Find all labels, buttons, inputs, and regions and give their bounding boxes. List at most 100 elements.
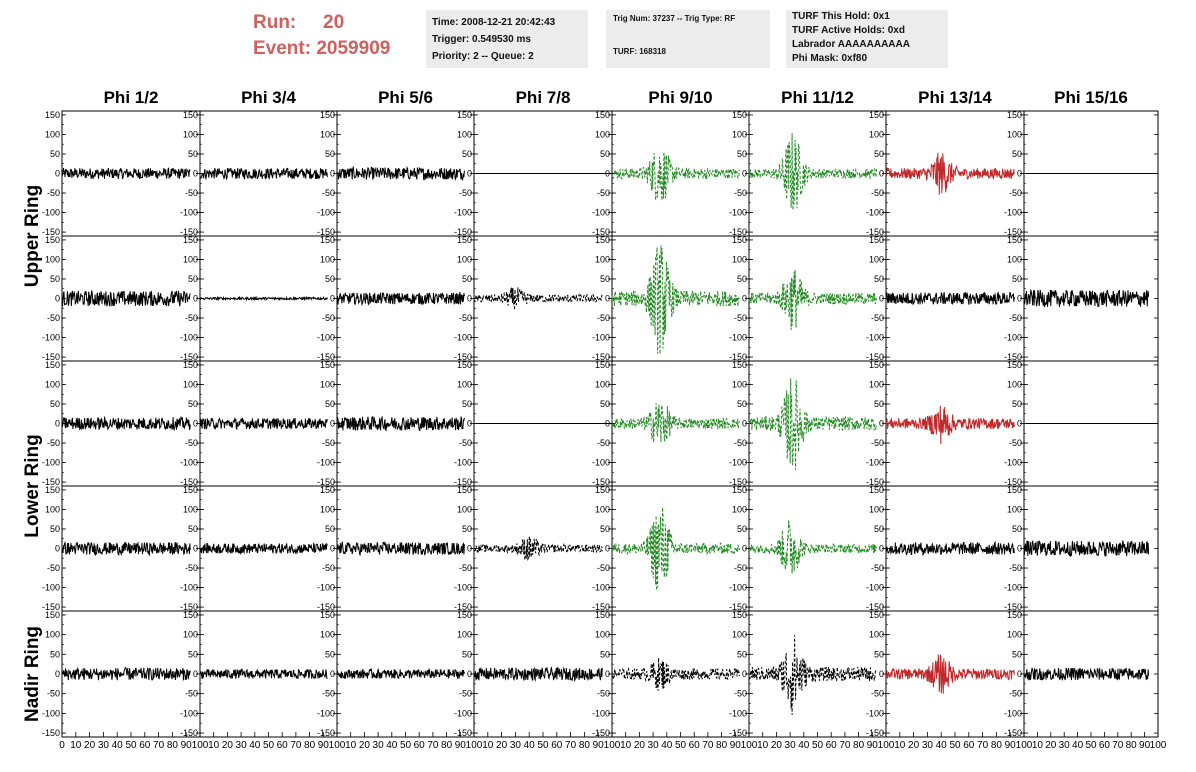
waveform-panel: -150 -100 -50 0 50 100 150 (729, 360, 887, 487)
y-tick-label: -150 (592, 602, 610, 612)
x-tick-label: 50 (812, 740, 824, 751)
waveform-panel: -150 -100 -50 0 50 100 150 (592, 485, 750, 612)
column-header: Phi 9/10 (648, 88, 712, 107)
y-tick-label: -50 (322, 689, 335, 699)
y-tick-label: 100 (45, 504, 60, 514)
y-tick-label: 100 (457, 504, 472, 514)
y-tick-label: -150 (454, 477, 472, 487)
y-tick-label: 0 (467, 669, 472, 679)
y-tick-label: 0 (55, 669, 60, 679)
x-tick-label: 40 (798, 740, 810, 751)
y-tick-label: -100 (42, 708, 60, 718)
y-tick-label: 50 (325, 524, 335, 534)
run-value: 20 (323, 12, 345, 33)
y-tick-label: 0 (879, 419, 884, 429)
y-tick-label: 150 (183, 235, 198, 245)
waveform-line (336, 667, 465, 679)
y-tick-label: -100 (180, 458, 198, 468)
x-tick-label: 80 (304, 740, 316, 751)
waveform-line (611, 657, 740, 691)
y-tick-label: -50 (459, 188, 472, 198)
x-tick-label: 60 (963, 740, 975, 751)
y-tick-label: 0 (879, 294, 884, 304)
y-tick-label: -100 (866, 333, 884, 343)
y-tick-label: -150 (454, 352, 472, 362)
y-tick-label: 150 (457, 235, 472, 245)
x-tick-label: 100 (1150, 740, 1167, 751)
y-tick-label: -50 (871, 313, 884, 323)
y-tick-label: 50 (50, 649, 60, 659)
y-tick-label: 0 (742, 544, 747, 554)
y-tick-label: -100 (317, 583, 335, 593)
waveform-line (611, 151, 740, 201)
y-tick-label: 150 (869, 235, 884, 245)
waveform-line (885, 291, 1015, 305)
waveform-line (473, 286, 603, 311)
column-header: Phi 11/12 (781, 88, 854, 107)
waveform-line (199, 167, 328, 181)
y-tick-label: 50 (600, 149, 610, 159)
waveform-panel: -150 -100 -50 0 50 100 150 (729, 235, 887, 362)
y-tick-label: 0 (330, 669, 335, 679)
y-tick-label: 150 (457, 610, 472, 620)
y-tick-label: -50 (734, 689, 747, 699)
y-tick-label: 100 (320, 129, 335, 139)
x-tick-label: 90 (455, 740, 467, 751)
x-tick-label: 50 (263, 740, 275, 751)
x-tick-label: 100 (604, 740, 621, 751)
y-tick-label: 150 (457, 110, 472, 120)
y-tick-label: 0 (879, 544, 884, 554)
x-tick-label: 10 (620, 740, 632, 751)
y-tick-label: -50 (185, 689, 198, 699)
y-tick-label: -150 (180, 477, 198, 487)
waveform-line (748, 635, 877, 715)
run-event-box: Run: 20 Event: 2059909 (253, 10, 423, 66)
y-tick-label: -50 (459, 689, 472, 699)
y-tick-label: -50 (871, 689, 884, 699)
waveform-line (61, 167, 191, 179)
y-tick-label: 100 (1007, 379, 1022, 389)
y-tick-label: 100 (732, 504, 747, 514)
waveform-line (336, 292, 465, 307)
y-tick-label: -150 (180, 728, 198, 738)
y-tick-label: 100 (595, 129, 610, 139)
y-tick-label: 100 (457, 379, 472, 389)
y-tick-label: 150 (183, 110, 198, 120)
x-tick-label: 60 (414, 740, 426, 751)
y-tick-label: 0 (1017, 544, 1022, 554)
y-tick-label: -150 (1004, 227, 1022, 237)
waveform-panel: -150 -100 -50 0 50 100 150 (866, 360, 1025, 487)
y-tick-label: -150 (592, 477, 610, 487)
x-tick-label: 70 (565, 740, 577, 751)
waveform-panel: -150 -100 -50 0 50 100 150 (42, 235, 201, 362)
x-tick-label: 10 (482, 740, 494, 751)
y-tick-label: -100 (1004, 333, 1022, 343)
waveform-line (748, 378, 877, 470)
y-tick-label: -150 (866, 352, 884, 362)
y-tick-label: 100 (732, 254, 747, 264)
x-tick-label: 0 (59, 740, 65, 751)
turf-info-box: TURF This Hold: 0x1 TURF Active Holds: 0… (786, 10, 948, 68)
waveform-panel: -150 -100 -50 0 50 100 150 (42, 360, 201, 487)
x-tick-label: 80 (1126, 740, 1138, 751)
y-tick-label: -50 (597, 313, 610, 323)
y-tick-label: 50 (50, 274, 60, 284)
event-value: 2059909 (316, 38, 391, 59)
y-tick-label: -150 (180, 602, 198, 612)
y-tick-label: -150 (317, 477, 335, 487)
y-tick-label: 50 (1012, 399, 1022, 409)
y-tick-label: -50 (734, 438, 747, 448)
y-tick-label: 150 (45, 235, 60, 245)
waveform-panel: -150 -100 -50 0 50 100 150 (729, 110, 887, 237)
y-tick-label: 100 (183, 254, 198, 264)
y-tick-label: 100 (45, 254, 60, 264)
y-tick-label: -50 (1009, 313, 1022, 323)
y-tick-label: -50 (1009, 689, 1022, 699)
y-tick-label: -150 (454, 728, 472, 738)
y-tick-label: -100 (866, 708, 884, 718)
x-tick-label: 40 (524, 740, 536, 751)
x-tick-label: 60 (551, 740, 563, 751)
waveform-panel: -150 -100 -50 0 50 100 150 (180, 235, 338, 362)
